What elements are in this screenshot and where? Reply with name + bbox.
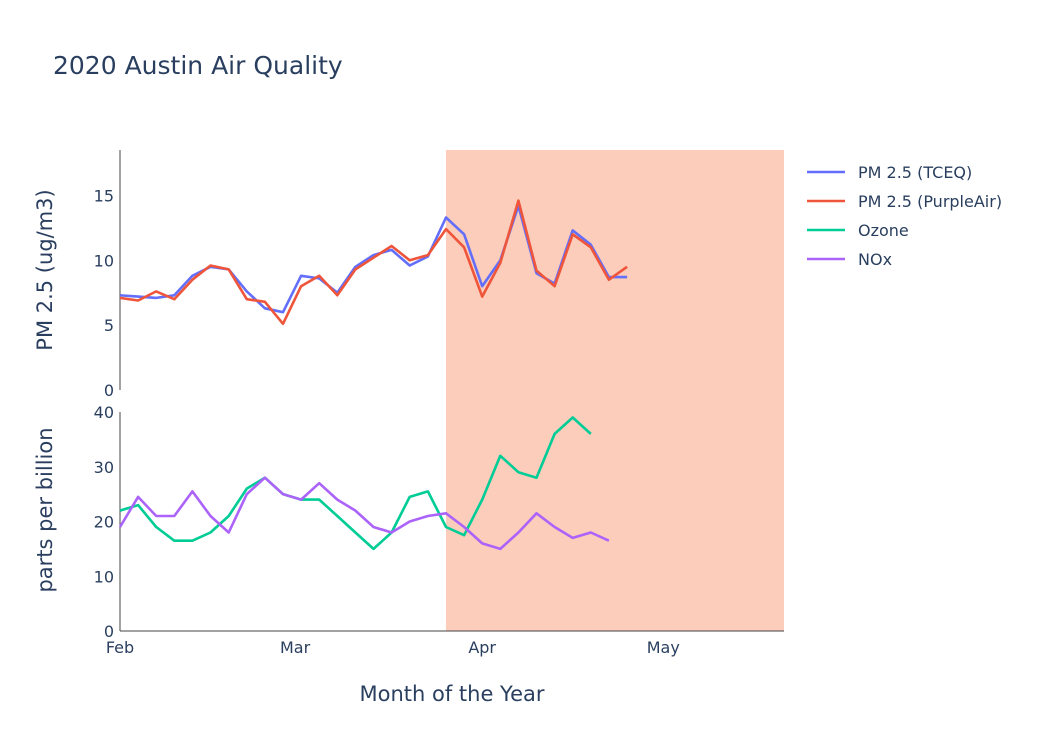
y-tick-label: 20	[94, 513, 114, 532]
series-line-pm-2-5-purpleair	[119, 199, 628, 326]
series-line-ozone	[119, 416, 592, 551]
legend-label: NOx	[858, 250, 892, 269]
y-tick-label: 10	[94, 567, 114, 586]
y-tick-label: 30	[94, 458, 114, 477]
y-tick-label: 0	[104, 381, 114, 400]
legend-label: Ozone	[858, 221, 909, 240]
ppb-panel: 0 10 20 30 40 parts per billion	[33, 403, 610, 641]
legend-label: PM 2.5 (PurpleAir)	[858, 192, 1002, 211]
series-line-nox	[118, 476, 610, 551]
x-tick-label: May	[647, 638, 680, 657]
x-axis-title: Month of the Year	[359, 682, 544, 706]
legend-label: PM 2.5 (TCEQ)	[858, 163, 972, 182]
legend: PM 2.5 (TCEQ) PM 2.5 (PurpleAir) Ozone NOx	[807, 163, 1002, 269]
pm25-panel: 0 5 10 15 PM 2.5 (ug/m3)	[33, 150, 628, 400]
x-axis: Feb Mar Apr May	[106, 630, 784, 657]
y-tick-label: 0	[104, 622, 114, 641]
y-axis-title: PM 2.5 (ug/m3)	[33, 189, 57, 350]
x-tick-label: Mar	[280, 638, 311, 657]
x-tick-label: Feb	[106, 638, 134, 657]
chart-title: 2020 Austin Air Quality	[53, 51, 343, 80]
y-axis-title: parts per billion	[33, 427, 57, 592]
x-tick-label: Apr	[468, 638, 496, 657]
y-tick-label: 10	[94, 251, 114, 270]
shaded-region	[445, 150, 784, 631]
y-tick-label: 5	[104, 316, 114, 335]
y-tick-label: 15	[94, 186, 114, 205]
y-tick-label: 40	[94, 403, 114, 422]
